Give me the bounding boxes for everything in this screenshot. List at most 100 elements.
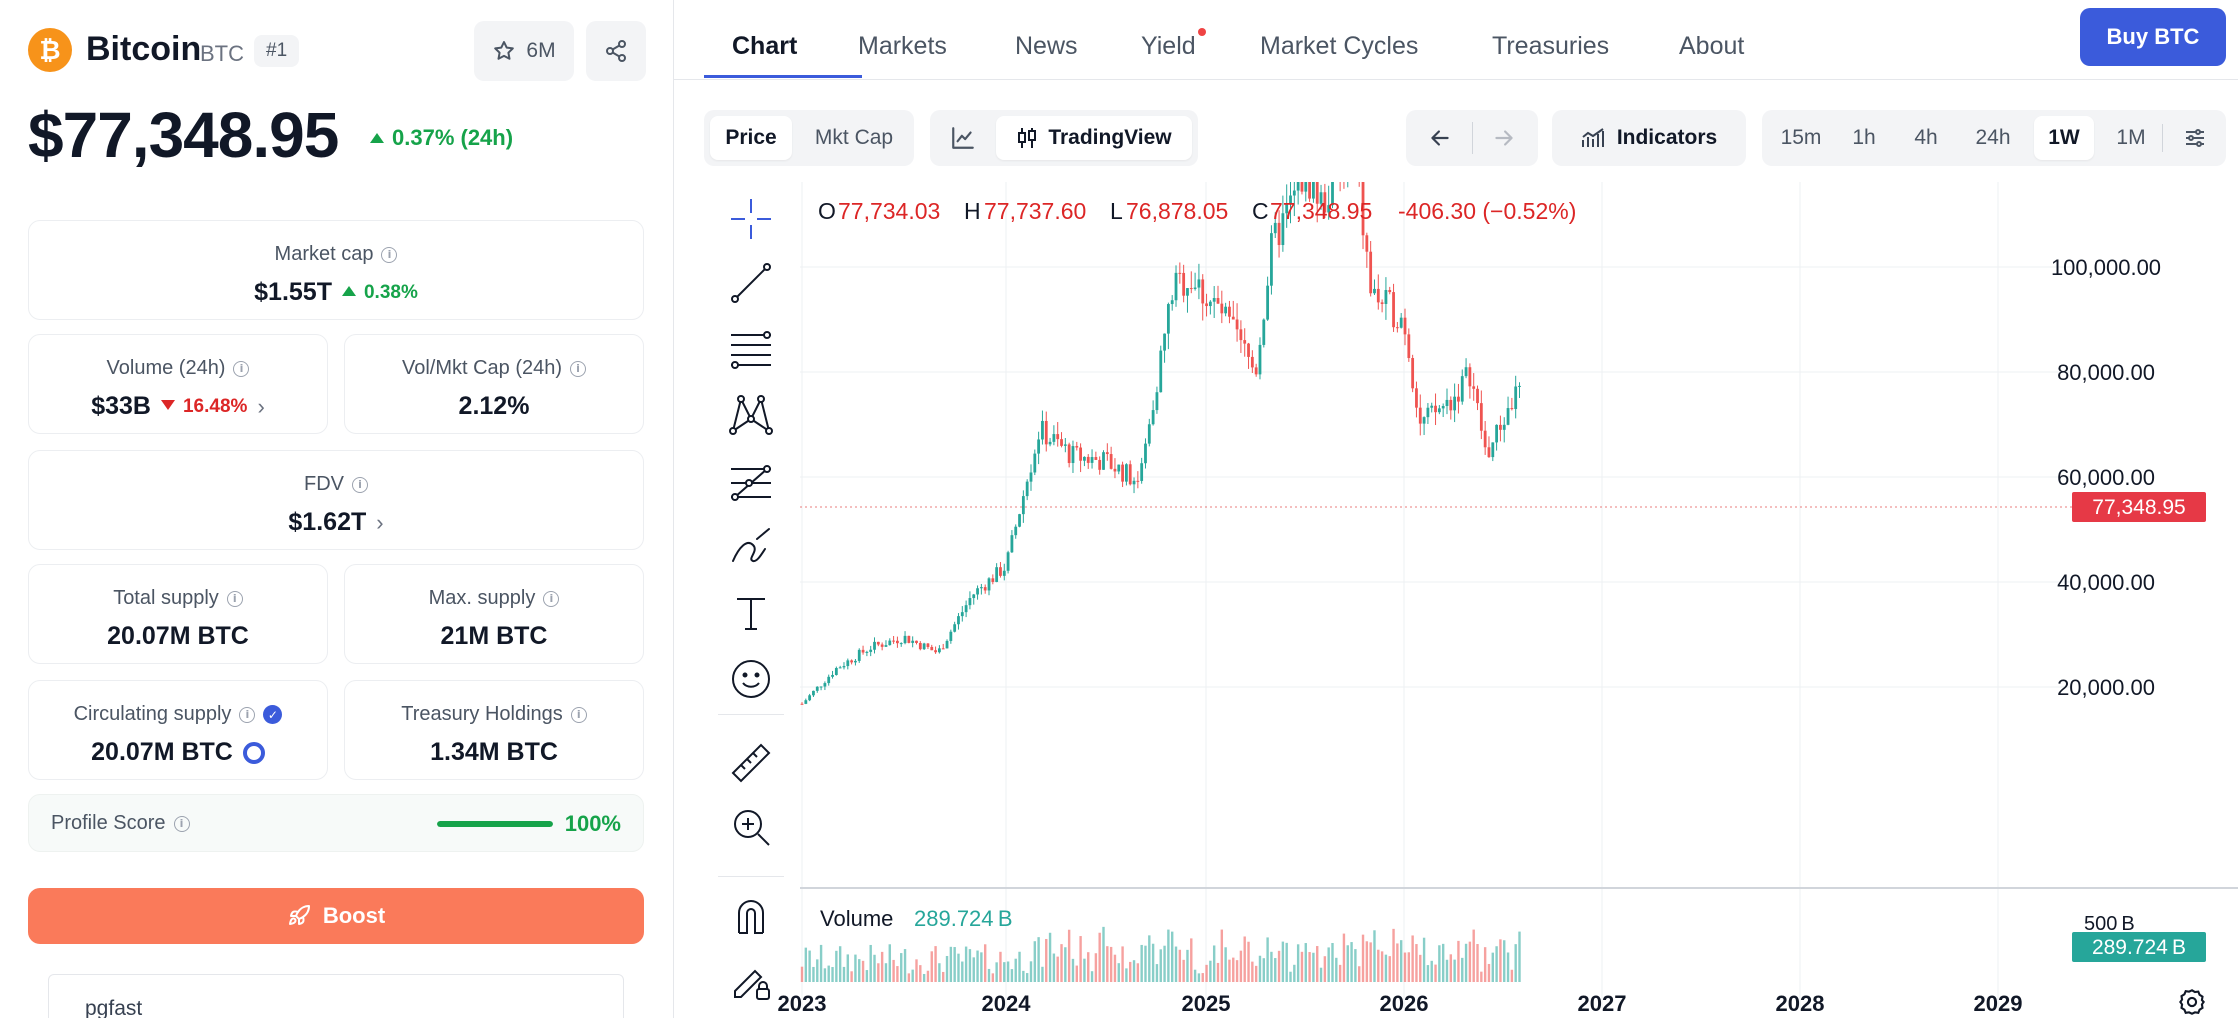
boost-button[interactable]: Boost: [28, 888, 644, 944]
volume-bar: [1190, 938, 1193, 982]
candle-body: [1441, 405, 1445, 409]
buy-button[interactable]: Buy BTC: [2080, 8, 2226, 66]
market-cap-value: $1.55T: [254, 278, 332, 306]
candle-body: [1430, 405, 1434, 408]
lock-drawings-tool[interactable]: [728, 958, 774, 1004]
tab-yield[interactable]: Yield: [1141, 28, 1206, 61]
info-icon[interactable]: i: [570, 706, 587, 723]
volume-bar: [1464, 943, 1468, 982]
interval-4h[interactable]: 4h: [1914, 126, 1938, 149]
volume-card[interactable]: Volume (24h) i $33B 16.48% ›: [28, 334, 328, 434]
chevron-right-icon[interactable]: ›: [257, 393, 265, 419]
candle-body: [1395, 327, 1399, 329]
interval-1h[interactable]: 1h: [1852, 126, 1876, 149]
chart-settings-button[interactable]: [2170, 116, 2220, 160]
volume-bar: [1327, 947, 1330, 982]
tradingview-button[interactable]: TradingView: [996, 116, 1192, 160]
volume-bar: [957, 953, 960, 982]
tab-market-cycles[interactable]: Market Cycles: [1260, 32, 1419, 60]
interval-1m[interactable]: 1M: [2116, 126, 2146, 149]
up-triangle-icon: [341, 285, 356, 296]
volume-bar: [1415, 944, 1418, 982]
candle-body: [808, 695, 812, 701]
coin-name: Bitcoin: [86, 30, 202, 68]
candle-body: [1182, 272, 1186, 296]
volume-bar: [1178, 949, 1182, 982]
crosshair-tool[interactable]: [728, 196, 774, 242]
tab-chart[interactable]: Chart: [732, 32, 798, 60]
emoji-tool[interactable]: [728, 656, 774, 702]
pattern-tool[interactable]: [728, 392, 774, 438]
candle-body: [1075, 446, 1079, 448]
info-icon[interactable]: i: [570, 360, 587, 377]
tab-markets[interactable]: Markets: [858, 32, 947, 60]
indicators-button[interactable]: Indicators: [1552, 110, 1746, 166]
interval-15m[interactable]: 15m: [1780, 126, 1822, 149]
volume-bar: [1277, 950, 1281, 982]
tab-treasuries[interactable]: Treasuries: [1492, 32, 1610, 60]
trend-line-tool[interactable]: [728, 260, 774, 306]
tab-news[interactable]: News: [1015, 32, 1078, 60]
volume-bar: [980, 952, 983, 982]
volume-bar: [1045, 938, 1048, 982]
candle-body: [1476, 388, 1479, 404]
volume-bar: [1025, 973, 1029, 982]
info-icon[interactable]: i: [226, 590, 243, 607]
active-tab-indicator: [704, 75, 862, 78]
ruler-tool[interactable]: [728, 740, 774, 786]
brush-tool[interactable]: [728, 524, 774, 570]
volume-bar: [1018, 951, 1021, 982]
zoom-in-tool[interactable]: [728, 804, 774, 850]
volume-bar: [964, 946, 968, 982]
text-tool[interactable]: [728, 590, 774, 636]
volume-badge-label: 289.724 B: [2092, 936, 2186, 959]
indicators-icon: [1581, 128, 1604, 147]
price-toggle[interactable]: Price: [710, 116, 792, 160]
candle-body: [842, 666, 846, 668]
volume-bar: [934, 946, 937, 982]
info-icon[interactable]: i: [543, 590, 560, 607]
info-icon[interactable]: i: [352, 476, 368, 493]
interval-1w[interactable]: 1W: [2034, 116, 2094, 160]
candle-body: [1376, 288, 1380, 303]
volume-bar: [1247, 941, 1250, 982]
fdv-card[interactable]: FDV i $1.62T ›: [28, 450, 644, 550]
interval-24h[interactable]: 24h: [1975, 126, 2011, 149]
candle-body: [1434, 405, 1437, 413]
extra-card[interactable]: pgfast: [48, 974, 624, 1018]
volume-bar: [945, 955, 949, 982]
chevron-right-icon[interactable]: ›: [376, 509, 384, 535]
volume-bar: [1518, 931, 1521, 982]
magnet-tool[interactable]: [728, 892, 774, 938]
candle-body: [892, 640, 895, 642]
line-chart-button[interactable]: [936, 116, 990, 160]
info-icon[interactable]: i: [239, 706, 256, 723]
tab-about[interactable]: About: [1679, 32, 1745, 60]
up-triangle-icon: [370, 133, 384, 143]
volume-bar: [819, 944, 823, 982]
fib-tool[interactable]: [728, 326, 774, 372]
volume-bar: [1266, 937, 1269, 982]
arrow-right-button[interactable]: [1476, 116, 1532, 160]
volume-bar: [987, 968, 991, 982]
time-axis-settings-button[interactable]: [2179, 989, 2206, 1015]
price-mktcap-toggle: Price Mkt Cap: [704, 110, 914, 166]
candle-body: [1109, 454, 1113, 469]
info-icon[interactable]: i: [233, 360, 250, 377]
info-icon[interactable]: i: [381, 246, 398, 263]
arrow-left-button[interactable]: [1412, 116, 1468, 160]
candle-body: [1231, 316, 1235, 320]
profile-score-fill: [437, 821, 553, 827]
candle-body: [964, 605, 968, 613]
watchlist-button[interactable]: 6M: [474, 21, 574, 81]
share-button[interactable]: [586, 21, 646, 81]
candle-body: [987, 578, 991, 591]
price-chart[interactable]: 20,000.00 40,000.00 60,000.00 80,000.00 100,…: [700, 182, 2238, 1018]
info-icon[interactable]: i: [173, 815, 190, 832]
volume-bar: [903, 949, 907, 982]
volume-bar: [1113, 954, 1117, 982]
projection-tool[interactable]: [728, 458, 774, 504]
mktcap-toggle[interactable]: Mkt Cap: [814, 126, 894, 149]
chart-navigation: [1406, 110, 1538, 166]
candle-body: [1464, 367, 1468, 377]
